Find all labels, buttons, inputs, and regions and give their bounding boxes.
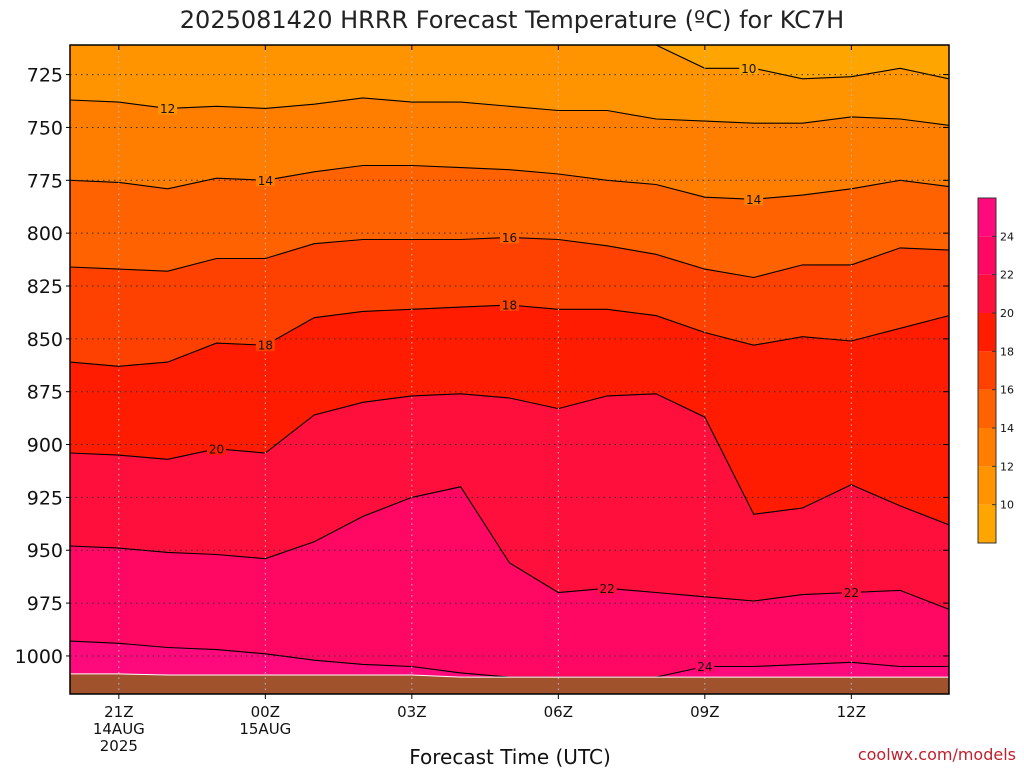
isotherm-label-bg	[255, 338, 275, 352]
x-tick-label-15AUG: 15AUG	[239, 720, 291, 738]
colorbar-label-22: 22	[1000, 269, 1014, 282]
isotherm-label-12: 12	[160, 102, 175, 116]
isotherm-label-bg	[255, 173, 275, 187]
isotherm-label-bg	[500, 230, 519, 244]
band-fill-22	[70, 486, 949, 694]
credit-link[interactable]: coolwx.com/models	[858, 745, 1016, 764]
isotherm-label-bg	[744, 192, 764, 206]
y-tick-label-850: 850	[27, 329, 63, 351]
y-tick-label-750: 750	[27, 117, 63, 139]
isotherm-labels: 10 12 14 14 16 18 18 20 22 22 24	[158, 61, 861, 674]
isotherm-12	[70, 97, 949, 126]
colorbar-swatch-12	[978, 428, 996, 467]
isotherm-22	[70, 486, 949, 610]
isotherm-label-bg	[841, 585, 861, 599]
isotherm-label-18: 18	[258, 339, 273, 353]
colorbar-label-20: 20	[1000, 307, 1014, 320]
colorbar-label-12: 12	[1000, 460, 1014, 473]
isotherm-label-bg	[500, 298, 519, 312]
plot-frame	[69, 44, 950, 695]
colorbar-label-16: 16	[1000, 384, 1014, 397]
colorbar-label-10: 10	[1000, 499, 1014, 512]
x-axis-label: Forecast Time (UTC)	[409, 745, 611, 768]
x-tick-label-2025: 2025	[100, 737, 138, 755]
ground-fill	[70, 673, 949, 694]
colorbar: 10 12 14 16 18 20 22 24	[977, 197, 1014, 544]
y-tick-label-950: 950	[27, 540, 63, 562]
x-tick-label-00Z: 00Z	[251, 703, 280, 721]
isotherm-label-10: 10	[741, 62, 756, 76]
y-tick-label-1000: 1000	[15, 646, 63, 668]
isotherm-label-bg	[695, 659, 715, 673]
isotherm-label-16: 16	[502, 231, 517, 245]
colorbar-frame	[977, 197, 997, 544]
y-tick-label-800: 800	[27, 223, 63, 245]
isotherm-label-14: 14	[258, 174, 273, 188]
isotherm-14	[70, 164, 949, 200]
surface-line	[70, 673, 949, 678]
x-tick-label-06Z: 06Z	[544, 703, 573, 721]
colorbar-swatch-10	[978, 466, 996, 505]
plot-area	[70, 45, 949, 694]
colorbar-swatch-8	[978, 504, 996, 543]
isotherm-label-22: 22	[600, 582, 615, 596]
isotherm-label-bg	[739, 61, 759, 75]
y-tick-label-975: 975	[27, 593, 63, 615]
chart-title: 2025081420 HRRR Forecast Temperature (ºC…	[180, 6, 844, 34]
x-tick-label-09Z: 09Z	[690, 703, 719, 721]
isotherm-label-bg	[207, 441, 226, 455]
y-tick-label-900: 900	[27, 435, 63, 457]
x-tick-label-12Z: 12Z	[837, 703, 866, 721]
grid-lines	[70, 45, 949, 694]
ground-layer	[70, 673, 949, 694]
isotherm-label-20: 20	[209, 442, 224, 456]
colorbar-swatch-18	[978, 313, 996, 352]
isotherm-label-24: 24	[697, 660, 712, 674]
y-tick-label-875: 875	[27, 382, 63, 404]
y-tick-label-825: 825	[27, 276, 63, 298]
colorbar-swatch-24	[978, 198, 996, 237]
isotherm-label-14: 14	[746, 193, 761, 207]
y-tick-label-725: 725	[27, 65, 63, 87]
isotherm-label-18: 18	[502, 299, 517, 313]
isotherm-label-bg	[597, 581, 617, 595]
colorbar-swatch-16	[978, 351, 996, 390]
y-tick-label-925: 925	[27, 487, 63, 509]
x-tick-label-14AUG: 14AUG	[93, 720, 145, 738]
x-tick-label-03Z: 03Z	[397, 703, 426, 721]
colorbar-label-18: 18	[1000, 345, 1014, 358]
isotherm-label-bg	[158, 101, 178, 115]
colorbar-swatch-20	[978, 274, 996, 313]
colorbar-swatch-14	[978, 389, 996, 428]
isotherm-label-22: 22	[844, 586, 859, 600]
colorbar-label-24: 24	[1000, 230, 1014, 243]
y-tick-label-775: 775	[27, 170, 63, 192]
colorbar-swatch-22	[978, 236, 996, 275]
x-tick-label-21Z: 21Z	[104, 703, 133, 721]
colorbar-label-14: 14	[1000, 422, 1014, 435]
axes: 725 750 775 800 825 850 875 900 925 950 975 1000 21Z…	[15, 44, 950, 755]
